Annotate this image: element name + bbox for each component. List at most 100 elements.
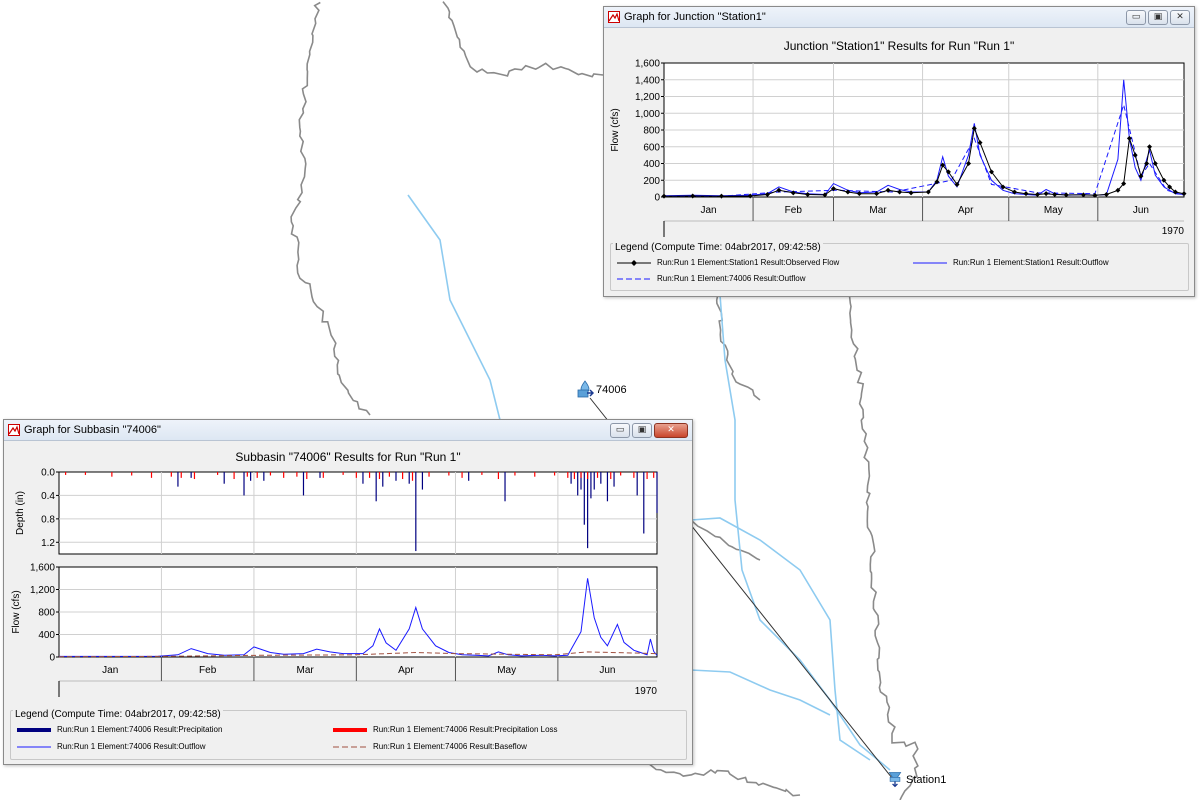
close-icon: ✕ bbox=[667, 424, 675, 435]
observed-point bbox=[940, 162, 946, 168]
subbasin-outflow-swatch bbox=[617, 278, 651, 279]
y-tick-label: 1.2 bbox=[41, 538, 55, 549]
observed-point bbox=[831, 186, 837, 192]
observed-point bbox=[805, 191, 811, 197]
subbasin-window-titlebar[interactable]: Graph for Subbasin "74006" ▭ ▣ ✕ bbox=[4, 420, 692, 441]
close-button[interactable]: ✕ bbox=[1170, 9, 1190, 25]
outflow-swatch bbox=[17, 746, 51, 747]
junction-node-icon[interactable] bbox=[886, 770, 904, 788]
observed-point bbox=[989, 169, 995, 175]
observed-point bbox=[1052, 191, 1058, 197]
observed-point bbox=[897, 189, 903, 195]
observed-point bbox=[1034, 191, 1040, 197]
junction-flow-chart[interactable]: 0 200 400 600 800 1,000 1,200 1,400 1,600 Flow (c… bbox=[604, 7, 1194, 237]
legend-label: Run:Run 1 Element:74006 Result:Baseflow bbox=[373, 742, 527, 751]
close-button[interactable]: ✕ bbox=[654, 422, 688, 438]
time-axis: Jan Feb Mar Apr May Jun 1970 bbox=[58, 657, 658, 697]
observed-point bbox=[885, 187, 891, 193]
observed-point bbox=[1147, 144, 1153, 150]
y-tick-label: 1,200 bbox=[30, 585, 55, 596]
observed-point bbox=[1161, 177, 1167, 183]
observed-point bbox=[1103, 191, 1109, 197]
y-tick-label: 0 bbox=[654, 193, 660, 204]
precipitation-swatch bbox=[17, 727, 51, 732]
junction-legend-title: Legend (Compute Time: 04abr2017, 09:42:5… bbox=[613, 242, 823, 253]
observed-point bbox=[690, 193, 696, 199]
month-tick-label: Jun bbox=[1133, 205, 1149, 216]
subbasin-node-label: 74006 bbox=[596, 384, 627, 396]
minimize-button[interactable]: ▭ bbox=[610, 422, 630, 438]
subbasin-graph-window[interactable]: Graph for Subbasin "74006" ▭ ▣ ✕ Subbasi… bbox=[3, 419, 693, 765]
minimize-icon: ▭ bbox=[615, 424, 625, 435]
y-tick-label: 0.0 bbox=[41, 468, 55, 479]
y-axis-label: Flow (cfs) bbox=[610, 108, 621, 151]
observed-point bbox=[1000, 184, 1006, 190]
observed-point bbox=[1126, 135, 1132, 141]
legend-item-outflow: Run:Run 1 Element:74006 Result:Outflow bbox=[17, 742, 206, 751]
observed-point bbox=[1121, 181, 1127, 187]
precip-plot-area bbox=[58, 471, 658, 555]
observed-point bbox=[764, 191, 770, 197]
subbasin-charts[interactable]: 0.0 0.4 0.8 1.2 Depth (in) 0 400 800 1,200 1,600 F… bbox=[4, 420, 692, 705]
month-tick-label: Mar bbox=[297, 665, 315, 676]
maximize-icon: ▣ bbox=[637, 424, 647, 435]
observed-point bbox=[1115, 187, 1121, 193]
legend-label: Run:Run 1 Element:74006 Result:Outflow bbox=[657, 274, 806, 283]
legend-label: Run:Run 1 Element:Station1 Result:Outflo… bbox=[953, 258, 1109, 267]
observed-point bbox=[856, 191, 862, 197]
junction-graph-title: Junction "Station1" Results for Run "Run… bbox=[783, 39, 1015, 53]
subbasin-legend: Legend (Compute Time: 04abr2017, 09:42:5… bbox=[10, 709, 687, 760]
legend-item-74006-outflow: Run:Run 1 Element:74006 Result:Outflow bbox=[617, 274, 806, 283]
y-tick-label: 0 bbox=[49, 653, 55, 664]
observed-point bbox=[822, 192, 828, 198]
junction-legend: Legend (Compute Time: 04abr2017, 09:42:5… bbox=[610, 242, 1189, 291]
observed-point bbox=[1063, 192, 1069, 198]
observed-point bbox=[747, 193, 753, 199]
baseflow-swatch bbox=[333, 746, 367, 747]
series-line bbox=[664, 103, 1185, 197]
observed-point bbox=[1011, 189, 1017, 195]
year-label: 1970 bbox=[1162, 226, 1185, 237]
observed-point bbox=[908, 190, 914, 196]
time-axis: Jan Feb Mar Apr May Jun 1970 bbox=[663, 197, 1185, 237]
subbasin-node-icon[interactable] bbox=[576, 380, 594, 398]
observed-point bbox=[1152, 161, 1158, 166]
legend-label: Run:Run 1 Element:74006 Result:Precipita… bbox=[57, 725, 223, 734]
subbasin-legend-title: Legend (Compute Time: 04abr2017, 09:42:5… bbox=[13, 709, 223, 720]
month-tick-label: Apr bbox=[958, 205, 974, 216]
observed-point bbox=[1181, 191, 1187, 197]
y-tick-label: 1,600 bbox=[30, 563, 55, 574]
month-tick-label: Jan bbox=[102, 665, 118, 676]
junction-window-title: Graph for Junction "Station1" bbox=[624, 11, 766, 23]
observed-point bbox=[661, 193, 667, 199]
observed-point bbox=[1172, 189, 1178, 195]
observed-point bbox=[1023, 191, 1029, 197]
y-axis-label: Flow (cfs) bbox=[11, 590, 22, 633]
observed-point bbox=[718, 193, 724, 199]
month-tick-label: Apr bbox=[398, 665, 414, 676]
month-tick-label: Feb bbox=[199, 665, 217, 676]
observed-point bbox=[845, 189, 851, 195]
legend-label: Run:Run 1 Element:74006 Result:Precipita… bbox=[373, 725, 558, 734]
maximize-button[interactable]: ▣ bbox=[632, 422, 652, 438]
y-tick-label: 400 bbox=[643, 159, 660, 170]
junction-window-titlebar[interactable]: Graph for Junction "Station1" ▭ ▣ ✕ bbox=[604, 7, 1194, 28]
subbasin-graph-title: Subbasin "74006" Results for Run "Run 1" bbox=[235, 450, 461, 464]
year-label: 1970 bbox=[635, 686, 658, 697]
y-tick-label: 0.4 bbox=[41, 491, 55, 502]
junction-graph-window[interactable]: Graph for Junction "Station1" ▭ ▣ ✕ Junc… bbox=[603, 6, 1195, 297]
y-tick-label: 1,400 bbox=[635, 75, 660, 86]
y-tick-label: 200 bbox=[643, 176, 660, 187]
observed-point bbox=[966, 161, 972, 166]
observed-point bbox=[1144, 161, 1150, 166]
close-icon: ✕ bbox=[1176, 11, 1184, 22]
hms-app-icon bbox=[608, 11, 620, 23]
observed-point bbox=[1092, 192, 1098, 198]
series-line bbox=[58, 651, 658, 658]
minimize-button[interactable]: ▭ bbox=[1126, 9, 1146, 25]
maximize-button[interactable]: ▣ bbox=[1148, 9, 1168, 25]
series-line bbox=[59, 578, 658, 657]
subbasin-window-title: Graph for Subbasin "74006" bbox=[24, 424, 161, 436]
observed-point bbox=[790, 190, 796, 196]
month-tick-label: Mar bbox=[869, 205, 887, 216]
